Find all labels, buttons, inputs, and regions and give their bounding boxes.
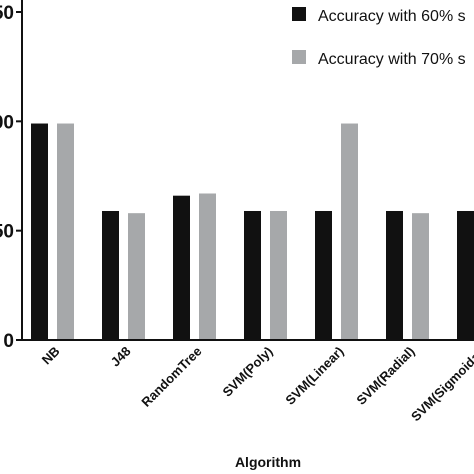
- bar-svm-sigmoidal--series-1: [457, 210, 474, 340]
- legend-label: Accuracy with 70% s: [318, 51, 466, 68]
- bar-nb-series-2: [57, 123, 74, 341]
- legend-swatch: [292, 7, 306, 21]
- x-tick-label: NB: [39, 344, 63, 368]
- bar-j48-series-1: [102, 210, 119, 340]
- x-tick-labels-group: NB J48 RandomTree SVM(Poly) SVM(Linear) SVM(R…: [39, 344, 474, 425]
- x-tick-label: SVM(Linear): [282, 344, 346, 408]
- bar-svm-linear--series-2: [341, 123, 358, 341]
- y-ticks-group: 0 50 100 150: [0, 3, 22, 352]
- bar-nb-series-1: [31, 123, 48, 341]
- bar-svm-linear--series-1: [315, 210, 332, 340]
- bar-svm-poly--series-1: [244, 210, 261, 340]
- x-tick-label: RandomTree: [138, 344, 204, 410]
- x-tick-label: J48: [108, 344, 134, 370]
- y-tick-label: 0: [3, 331, 14, 352]
- x-tick-label: SVM(Sigmoidal): [408, 344, 474, 425]
- y-tick-label: 50: [0, 222, 14, 243]
- x-tick-label: SVM(Poly): [220, 344, 276, 400]
- legend-swatch: [292, 50, 306, 64]
- bar-svm-radial--series-1: [386, 210, 403, 340]
- bar-svm-radial--series-2: [412, 213, 429, 340]
- x-axis-title: Algorithm: [235, 454, 301, 470]
- bar-randomtree-series-2: [199, 193, 216, 340]
- bar-j48-series-2: [128, 213, 145, 340]
- bar-randomtree-series-1: [173, 195, 190, 340]
- y-tick-label: 150: [0, 3, 14, 24]
- bars-group: [31, 123, 474, 341]
- x-tick-label: SVM(Radial): [353, 344, 417, 408]
- legend-label: Accuracy with 60% s: [318, 8, 466, 25]
- bar-svm-poly--series-2: [270, 210, 287, 340]
- y-tick-label: 100: [0, 112, 14, 133]
- legend: Accuracy with 60% s Accuracy with 70% s: [292, 7, 466, 68]
